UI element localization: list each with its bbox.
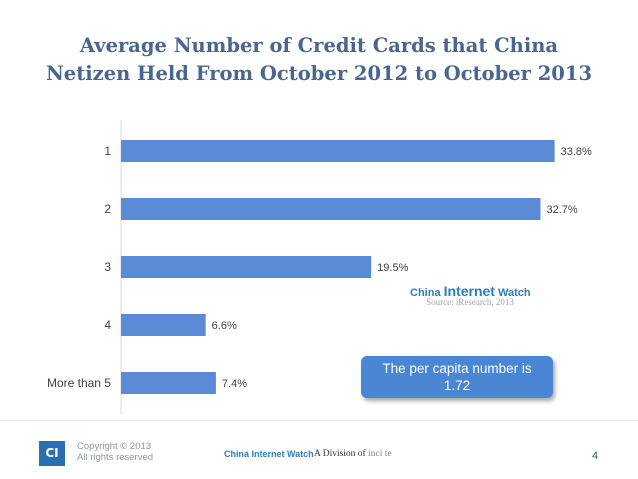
watermark: China Internet Watch Source: iResearch, … (410, 283, 531, 307)
category-label: 2 (104, 202, 111, 216)
bar (121, 198, 541, 220)
watermark-brand-suffix: Watch (494, 287, 531, 299)
category-label: 1 (104, 144, 111, 158)
watermark-brand-big: Internet (443, 283, 495, 299)
footer-brand: China Internet Watch (224, 449, 314, 459)
chart-title: Average Number of Credit Cards that Chin… (0, 32, 638, 88)
copyright-line-1: Copyright © 2013 (77, 441, 152, 452)
category-label: More than 5 (47, 376, 111, 390)
bar (121, 372, 216, 394)
watermark-brand-prefix: China (410, 287, 444, 299)
copyright-line-2: All rights reserved (77, 452, 154, 463)
bar (121, 256, 372, 278)
bar (121, 140, 555, 162)
source-note: Source: iResearch, 2013 (426, 297, 514, 307)
copyright: Copyright © 2013 All rights reserved (77, 441, 153, 463)
bar-chart: 1 33.8% 2 32.7% 3 19.5% 4 6.6% More than 5 7.4% (47, 120, 592, 414)
ci-logo: CI (39, 441, 65, 466)
data-label: 6.6% (212, 320, 237, 332)
data-label: 7.4% (222, 378, 247, 390)
data-label: 33.8% (561, 146, 592, 158)
division-note: A Division of inci te (314, 449, 392, 459)
chart-title-line-2: Netizen Held From October 2012 to Octobe… (45, 62, 593, 85)
callout-line-2: 1.72 (443, 378, 471, 393)
callout-line-1: The per capita number is (382, 361, 532, 376)
watermark-brand: China Internet Watch (410, 283, 531, 299)
callout-box: The per capita number is 1.72 (361, 356, 553, 398)
bar (121, 314, 206, 336)
category-label: 3 (104, 260, 111, 274)
footer-divider (0, 420, 638, 421)
data-label: 32.7% (546, 204, 577, 216)
category-label: 4 (104, 318, 111, 332)
chart-title-line-1: Average Number of Credit Cards that Chin… (79, 34, 559, 57)
data-label: 19.5% (377, 262, 408, 274)
division-name: inci te (368, 449, 392, 459)
page-number: 4 (592, 450, 599, 462)
division-prefix: A Division of (314, 449, 369, 459)
